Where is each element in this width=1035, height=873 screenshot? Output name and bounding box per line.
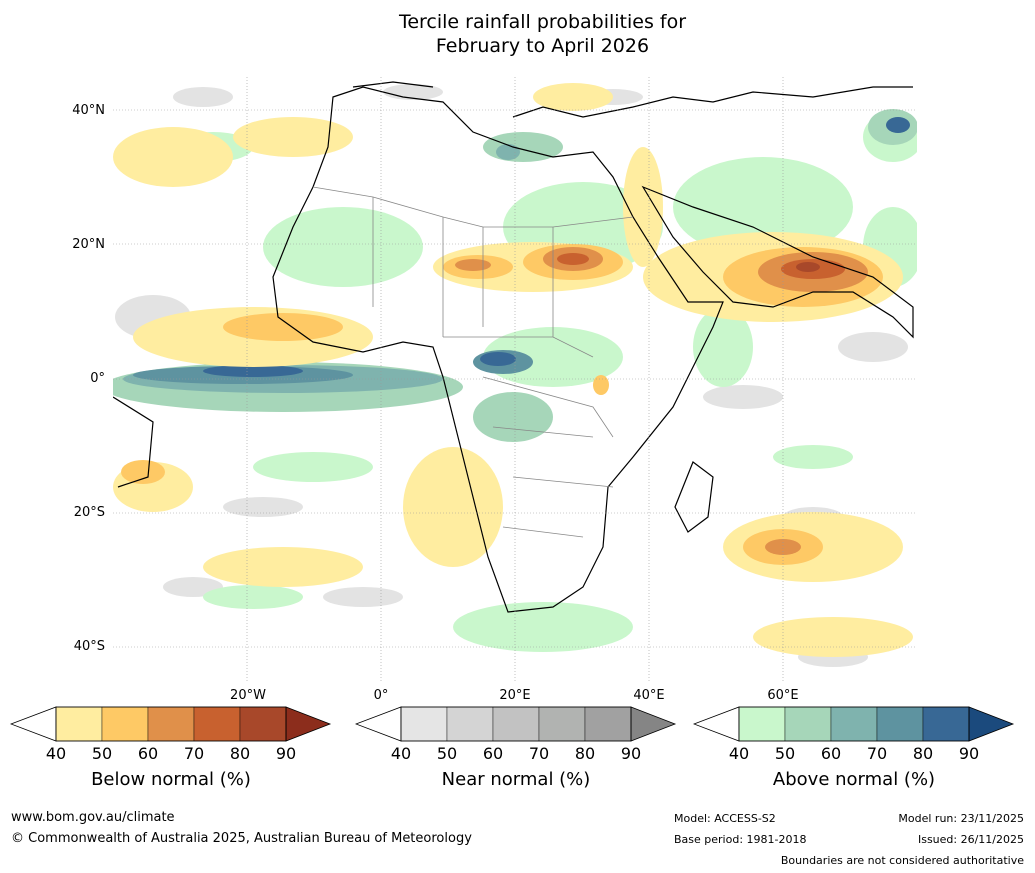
lon-label-60e: 60°E	[767, 688, 798, 703]
map-canvas	[113, 77, 917, 681]
above-normal-title: Above normal (%)	[773, 769, 935, 790]
tick-label: 50	[775, 744, 795, 763]
tick-label: 80	[913, 744, 933, 763]
colorbar-bin-80	[585, 707, 631, 741]
lat-label-20n: 20°N	[72, 237, 105, 252]
colorbar-max-arrow	[969, 707, 1013, 741]
title-line-1: Tercile rainfall probabilities for	[0, 10, 1035, 34]
tick-label: 60	[138, 744, 158, 763]
near-normal-title: Near normal (%)	[442, 769, 591, 790]
below-normal-title: Below normal (%)	[91, 769, 251, 790]
lon-label-20w: 20°W	[230, 688, 266, 703]
tick-label: 60	[821, 744, 841, 763]
tick-label: 70	[867, 744, 887, 763]
website-link[interactable]: www.bom.gov.au/climate	[11, 810, 175, 825]
issued-text: Issued: 26/11/2025	[918, 833, 1024, 846]
colorbar-bin-70	[539, 707, 585, 741]
lon-label-20e: 20°E	[499, 688, 530, 703]
base-period-text: Base period: 1981-2018	[674, 833, 806, 846]
colorbar-bin-80	[923, 707, 969, 741]
colorbar-bin-70	[877, 707, 923, 741]
tick-label: 90	[276, 744, 296, 763]
colorbar-min-arrow	[11, 707, 56, 741]
map-title: Tercile rainfall probabilities for Febru…	[0, 10, 1035, 58]
tick-label: 70	[184, 744, 204, 763]
colorbar-bin-40	[739, 707, 785, 741]
tick-label: 70	[529, 744, 549, 763]
title-line-2: February to April 2026	[0, 34, 1035, 58]
colorbar-max-arrow	[631, 707, 675, 741]
colorbar-bin-40	[56, 707, 102, 741]
colorbar-bin-40	[401, 707, 447, 741]
tick-label: 80	[575, 744, 595, 763]
copyright-text: © Commonwealth of Australia 2025, Austra…	[11, 831, 472, 846]
lat-label-0: 0°	[90, 371, 105, 386]
lon-label-0: 0°	[374, 688, 389, 703]
colorbar-bin-70	[194, 707, 240, 741]
tick-label: 90	[621, 744, 641, 763]
colorbar-bin-50	[447, 707, 493, 741]
lat-label-40s: 40°S	[74, 639, 105, 654]
below-normal-colorbar	[10, 706, 332, 742]
near-normal-colorbar	[355, 706, 677, 742]
tick-label: 40	[729, 744, 749, 763]
model-text: Model: ACCESS-S2	[674, 812, 776, 825]
tick-label: 50	[437, 744, 457, 763]
rainfall-probability-map	[113, 77, 917, 681]
tick-label: 90	[959, 744, 979, 763]
tick-label: 80	[230, 744, 250, 763]
lon-label-40e: 40°E	[633, 688, 664, 703]
colorbar-max-arrow	[286, 707, 330, 741]
colorbar-bin-60	[831, 707, 877, 741]
tick-label: 40	[46, 744, 66, 763]
above-normal-colorbar	[693, 706, 1015, 742]
colorbar-bin-60	[493, 707, 539, 741]
tick-label: 40	[391, 744, 411, 763]
colorbar-min-arrow	[694, 707, 739, 741]
colorbar-bin-50	[102, 707, 148, 741]
lat-label-40n: 40°N	[72, 103, 105, 118]
tick-label: 50	[92, 744, 112, 763]
colorbar-bin-60	[148, 707, 194, 741]
disclaimer-text: Boundaries are not considered authoritat…	[781, 854, 1024, 867]
model-run-text: Model run: 23/11/2025	[898, 812, 1024, 825]
colorbar-bin-80	[240, 707, 286, 741]
colorbar-min-arrow	[356, 707, 401, 741]
tick-label: 60	[483, 744, 503, 763]
colorbar-bin-50	[785, 707, 831, 741]
lat-label-20s: 20°S	[74, 505, 105, 520]
